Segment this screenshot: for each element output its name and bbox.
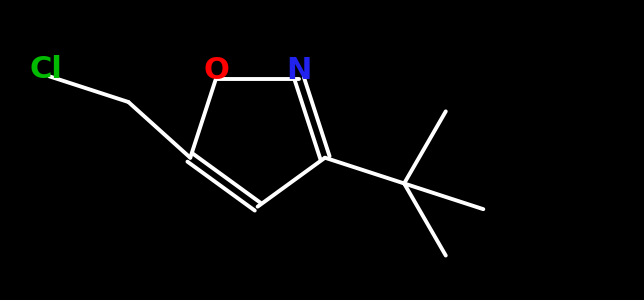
Text: N: N: [287, 56, 312, 85]
Text: O: O: [203, 56, 229, 85]
Text: Cl: Cl: [30, 56, 62, 84]
